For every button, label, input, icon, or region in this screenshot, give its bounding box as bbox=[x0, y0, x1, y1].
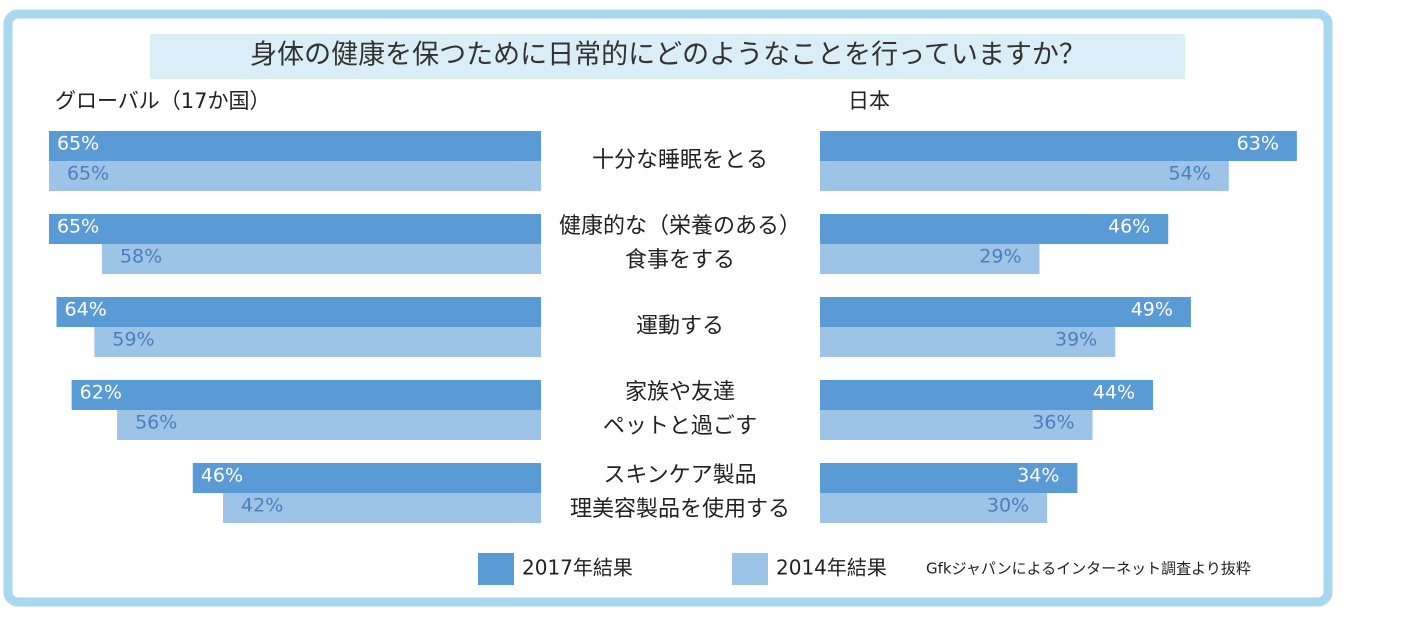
bar bbox=[820, 244, 1040, 274]
panel-label: グローバル（17か国） bbox=[55, 89, 271, 113]
value-label: 46% bbox=[201, 465, 243, 487]
value-label: 65% bbox=[57, 216, 99, 238]
bar bbox=[820, 214, 1169, 244]
bar bbox=[820, 463, 1078, 493]
value-label: 62% bbox=[80, 382, 122, 404]
frame bbox=[3, 9, 1333, 607]
bar bbox=[820, 161, 1229, 191]
value-label: 29% bbox=[979, 246, 1021, 268]
value-label: 58% bbox=[120, 246, 162, 268]
category-label: 健康的な（栄養のある）食事をする bbox=[559, 214, 801, 273]
bar bbox=[117, 410, 541, 440]
value-label: 63% bbox=[1237, 133, 1279, 155]
value-label: 54% bbox=[1169, 163, 1211, 185]
value-label: 39% bbox=[1055, 329, 1097, 351]
value-label: 64% bbox=[65, 299, 107, 321]
legend-swatch bbox=[478, 553, 514, 585]
category-label: 十分な睡眠をとる bbox=[592, 148, 768, 173]
legend-swatch bbox=[732, 553, 768, 585]
title-band bbox=[150, 34, 1185, 79]
value-label: 46% bbox=[1108, 216, 1150, 238]
bar bbox=[56, 297, 542, 327]
value-label: 65% bbox=[67, 163, 109, 185]
bar bbox=[192, 463, 541, 493]
value-label: 65% bbox=[57, 133, 99, 155]
value-label: 36% bbox=[1032, 412, 1074, 434]
source-note: Gfkジャパンによるインターネット調査より抜粋 bbox=[926, 560, 1251, 578]
bar bbox=[48, 131, 541, 161]
value-label: 49% bbox=[1131, 299, 1173, 321]
category-label: 運動する bbox=[636, 314, 724, 339]
chart-title: 身体の健康を保つために日常的にどのようなことを行っていますか？ bbox=[250, 40, 1086, 71]
legend-label: 2014年結果 bbox=[776, 556, 887, 580]
value-label: 59% bbox=[112, 329, 154, 351]
category-label: スキンケア製品理美容製品を使用する bbox=[570, 463, 790, 522]
bar bbox=[48, 161, 541, 191]
bar bbox=[71, 380, 541, 410]
bar bbox=[48, 214, 541, 244]
bar bbox=[820, 493, 1048, 523]
value-label: 42% bbox=[241, 495, 283, 517]
bar bbox=[820, 297, 1191, 327]
value-label: 44% bbox=[1093, 382, 1135, 404]
bar bbox=[820, 131, 1297, 161]
value-label: 30% bbox=[987, 495, 1029, 517]
bar bbox=[94, 327, 542, 357]
bar bbox=[820, 380, 1154, 410]
category-label: 家族や友達ペットと過ごす bbox=[603, 380, 757, 439]
value-label: 56% bbox=[135, 412, 177, 434]
bar bbox=[101, 244, 541, 274]
value-label: 34% bbox=[1017, 465, 1059, 487]
legend-label: 2017年結果 bbox=[522, 556, 633, 580]
bar bbox=[223, 493, 541, 523]
bar bbox=[820, 410, 1093, 440]
panel-label: 日本 bbox=[848, 89, 890, 113]
bar bbox=[820, 327, 1116, 357]
